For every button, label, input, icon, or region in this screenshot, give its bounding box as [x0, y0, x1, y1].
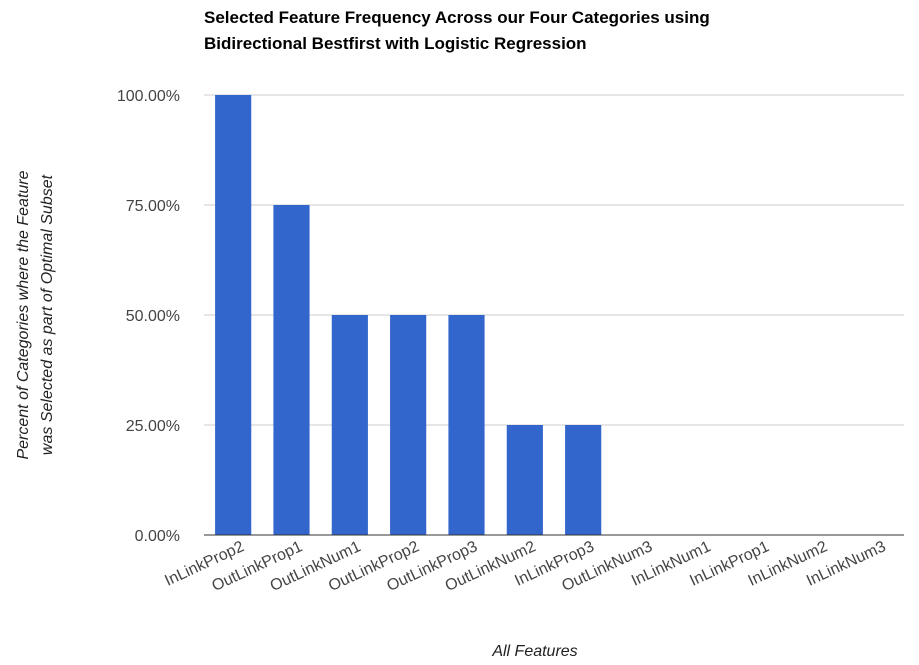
x-axis-title: All Features: [491, 643, 577, 660]
bar[interactable]: [273, 205, 310, 535]
y-tick-label: 25.00%: [126, 418, 180, 435]
y-tick-label: 0.00%: [135, 528, 180, 545]
y-axis-title: Percent of Categories where the Feature …: [15, 170, 56, 459]
y-tick-label: 50.00%: [126, 308, 180, 325]
y-axis-title-line-1: Percent of Categories where the Feature: [15, 170, 32, 459]
bars: [215, 95, 602, 535]
bar[interactable]: [215, 95, 252, 535]
gridlines: [204, 94, 904, 426]
x-tick-labels: InLinkProp2OutLinkProp1OutLinkNum1OutLin…: [162, 538, 888, 595]
y-tick-label: 100.00%: [117, 88, 180, 105]
chart-title-line-1: Selected Feature Frequency Across our Fo…: [204, 8, 710, 27]
bar[interactable]: [331, 315, 368, 535]
y-axis-title-line-2: was Selected as part of Optimal Subset: [39, 174, 56, 455]
bar[interactable]: [390, 315, 427, 535]
y-tick-label: 75.00%: [126, 198, 180, 215]
chart-title-line-2: Bidirectional Bestfirst with Logistic Re…: [204, 34, 587, 53]
bar[interactable]: [448, 315, 485, 535]
y-tick-labels: 0.00% 25.00% 50.00% 75.00% 100.00%: [117, 88, 180, 545]
bar[interactable]: [565, 425, 602, 535]
bar[interactable]: [506, 425, 543, 535]
